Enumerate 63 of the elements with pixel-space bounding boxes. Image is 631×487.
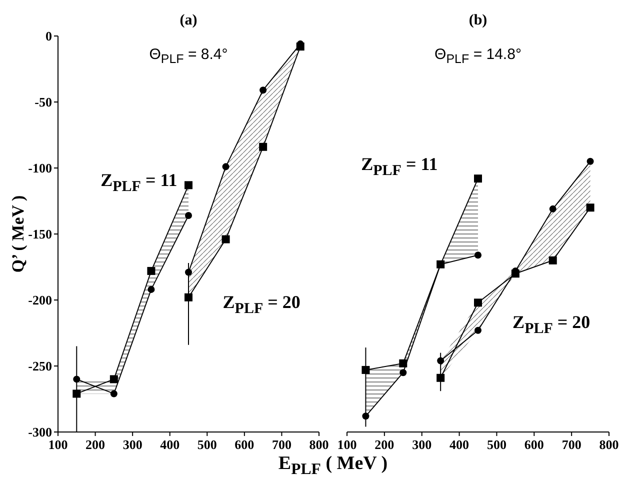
point [436, 374, 445, 382]
x-tick-label: 400 [450, 437, 470, 452]
y-tick-label: -100 [28, 160, 52, 176]
point [222, 235, 230, 244]
x-tick-label: 700 [272, 437, 292, 452]
point [296, 42, 304, 51]
x-tick-label: 100 [48, 437, 68, 452]
point [184, 181, 192, 190]
x-tick-label: 600 [524, 437, 544, 452]
chart-title: (b) [468, 12, 488, 28]
point [73, 376, 80, 383]
x-tick-label: 200 [374, 437, 394, 452]
x-tick-label: 400 [160, 437, 180, 452]
y-tick-label: -50 [34, 94, 52, 110]
point [474, 298, 482, 307]
point [185, 212, 192, 220]
point [185, 268, 192, 276]
point [184, 293, 192, 302]
point [259, 142, 268, 151]
point [72, 390, 81, 398]
x-tick-label: 100 [337, 437, 357, 452]
point [110, 390, 118, 398]
point [586, 204, 594, 212]
x-tick-label: 700 [562, 437, 582, 452]
x-tick-label: 500 [486, 437, 506, 452]
annotation: Z$_{PLF}$ = 20 [512, 312, 590, 337]
point [110, 375, 118, 384]
x-axis-title: E$_{PLF}$ ( MeV ) [278, 453, 388, 478]
y-tick-label: -150 [28, 226, 52, 242]
annotation: Z$_{PLF}$ = 11 [361, 154, 438, 178]
point [400, 369, 407, 376]
point [260, 86, 267, 94]
point [437, 357, 444, 364]
point [222, 163, 230, 170]
y-axis-title: Q’ ( MeV ) [8, 195, 28, 273]
annotation: Θ$_{PLF}$ = 14.8° [434, 46, 522, 66]
x-tick-label: 800 [309, 437, 329, 452]
annotation: Z$_{PLF}$ = 20 [222, 292, 300, 318]
point [586, 158, 594, 165]
point [148, 286, 155, 293]
point [474, 174, 482, 183]
y-tick-label: -200 [28, 292, 52, 308]
y-tick-label: -250 [28, 358, 52, 374]
annotation: Z$_{PLF}$ = 11 [100, 170, 178, 194]
point [474, 252, 482, 259]
x-tick-label: 300 [122, 437, 142, 452]
chart-title: (a) [180, 12, 198, 28]
x-tick-label: 300 [412, 437, 432, 452]
point [399, 359, 408, 368]
point [511, 270, 520, 278]
x-tick-label: 200 [86, 437, 106, 452]
point [548, 256, 557, 264]
point [362, 366, 370, 374]
point [474, 326, 482, 334]
point [362, 412, 370, 420]
x-tick-label: 500 [197, 437, 217, 452]
point [147, 266, 156, 275]
y-tick-label: 0 [46, 28, 52, 44]
y-tick-label: -300 [28, 424, 52, 440]
point [549, 205, 556, 212]
x-tick-label: 800 [599, 437, 619, 452]
annotation: Θ$_{PLF}$ = 8.4° [149, 46, 228, 66]
x-tick-label: 600 [234, 437, 254, 452]
